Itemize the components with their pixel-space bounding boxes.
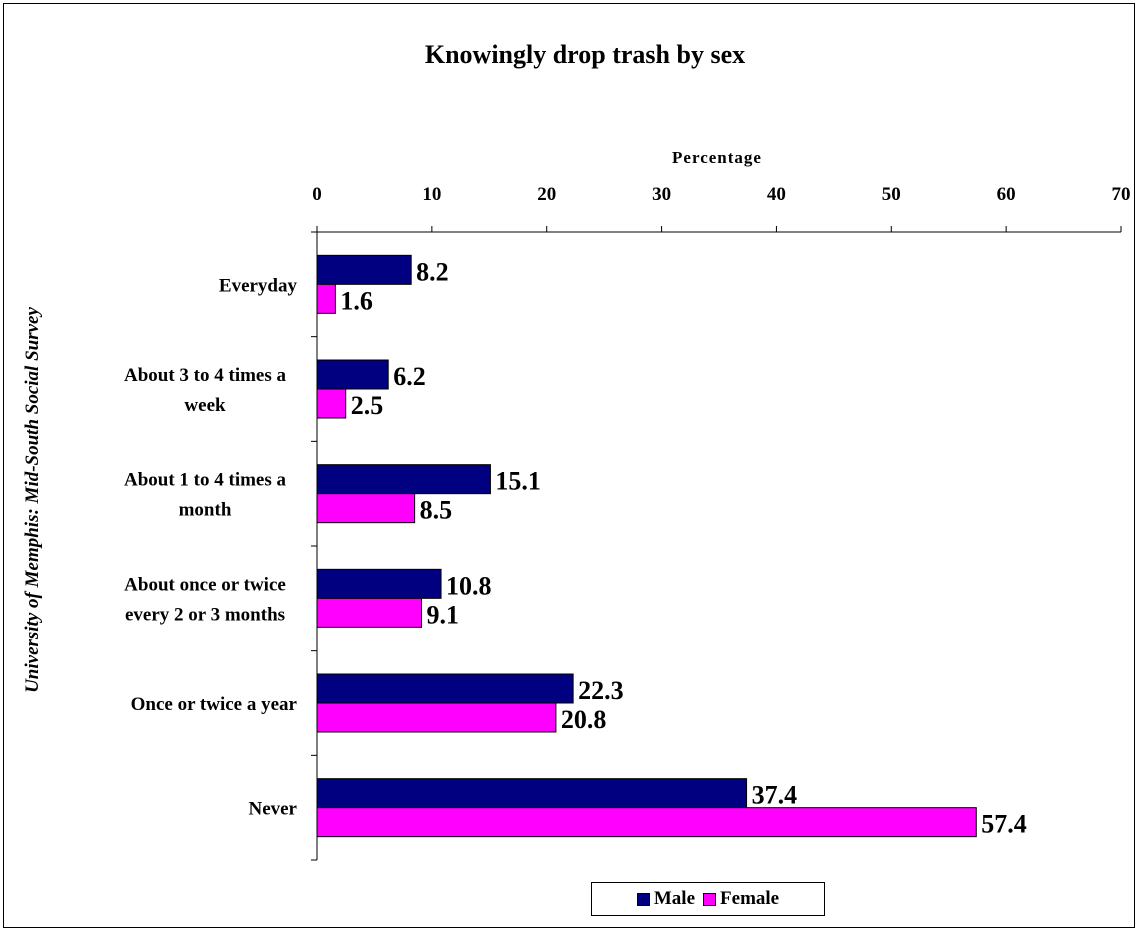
data-label-male: 22.3	[578, 676, 624, 705]
bar-male	[316, 359, 389, 390]
bar-female	[316, 388, 347, 419]
bar-male	[316, 778, 748, 809]
category-label: About 3 to 4 times a	[124, 365, 287, 386]
bar-male	[316, 464, 491, 495]
data-label-female: 1.6	[340, 286, 373, 315]
x-tick-label: 10	[422, 184, 441, 205]
legend-swatch-male	[636, 892, 650, 906]
bar-male	[316, 254, 412, 285]
data-label-female: 8.5	[420, 496, 453, 525]
bar-female	[316, 597, 423, 628]
bar-female	[316, 283, 336, 314]
legend-item-female: Female	[703, 888, 779, 910]
category-label: week	[184, 395, 226, 416]
data-label-female: 2.5	[351, 391, 384, 420]
category-label: About 1 to 4 times a	[124, 470, 287, 491]
chart-title: Knowingly drop trash by sex	[424, 40, 746, 69]
data-label-male: 6.2	[393, 362, 426, 391]
category-label: month	[179, 500, 232, 521]
legend: Male Female	[591, 882, 825, 916]
legend-label-female: Female	[720, 888, 780, 909]
x-axis-label: Percentage	[672, 148, 762, 167]
data-label-male: 37.4	[752, 781, 798, 810]
x-tick-label: 40	[767, 184, 786, 205]
data-label-female: 20.8	[561, 705, 607, 734]
data-label-female: 57.4	[981, 810, 1027, 839]
category-label: Never	[248, 799, 297, 820]
chart-frame	[3, 3, 1135, 928]
data-label-female: 9.1	[427, 600, 460, 629]
x-tick-label: 20	[537, 184, 556, 205]
data-label-male: 10.8	[446, 571, 492, 600]
bar-male	[316, 568, 442, 599]
category-label: every 2 or 3 months	[125, 604, 285, 625]
x-tick-label: 0	[312, 184, 322, 205]
bar-male	[316, 673, 574, 704]
category-label: About once or twice	[124, 574, 286, 595]
bar-female	[316, 807, 977, 838]
legend-swatch-female	[703, 892, 717, 906]
x-tick-label: 60	[997, 184, 1016, 205]
legend-item-male: Male	[636, 888, 696, 910]
data-label-male: 8.2	[416, 257, 449, 286]
bar-female	[316, 493, 416, 524]
x-tick-label: 50	[882, 184, 901, 205]
x-tick-label: 30	[652, 184, 671, 205]
data-label-male: 15.1	[495, 467, 541, 496]
category-label: Everyday	[219, 275, 298, 296]
category-label: Once or twice a year	[131, 694, 298, 715]
bar-female	[316, 702, 557, 733]
legend-label-male: Male	[653, 888, 696, 909]
x-tick-label: 70	[1112, 184, 1131, 205]
